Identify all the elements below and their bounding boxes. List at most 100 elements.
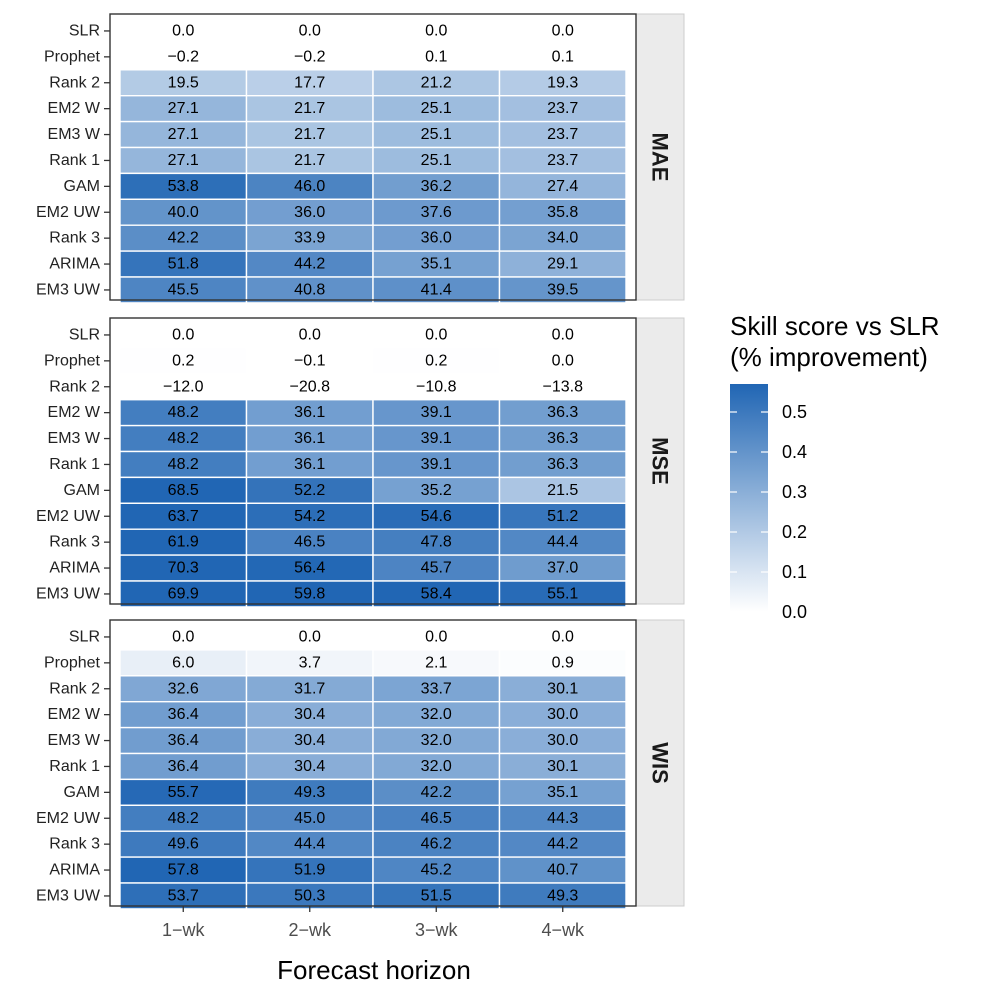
cell-value-label: 50.3 <box>294 887 325 904</box>
y-tick-label: Rank 3 <box>49 836 100 853</box>
heatmap-cell <box>119 778 248 807</box>
heatmap-cell <box>245 856 374 884</box>
heatmap-cell <box>119 198 248 226</box>
y-tick-label: SLR <box>69 326 100 343</box>
cell-value-label: 0.0 <box>299 22 321 39</box>
cell-value-label: 44.2 <box>547 836 578 853</box>
cell-value-label: −0.1 <box>294 352 326 369</box>
heatmap-cell <box>498 399 627 427</box>
legend-ticks: 0.0 0.1 0.2 0.3 0.4 0.5 <box>730 402 807 622</box>
cell-value-label: 30.1 <box>547 680 578 697</box>
cell-value-label: 0.0 <box>425 326 447 343</box>
cell-value-label: 54.2 <box>294 508 325 525</box>
heatmap-cell <box>372 476 501 504</box>
cell-value-label: 0.1 <box>552 48 574 65</box>
y-tick-label: Rank 2 <box>49 74 100 91</box>
cell-value-label: 30.4 <box>294 732 325 749</box>
heatmap-cell <box>372 623 501 651</box>
cell-value-label: 35.1 <box>421 256 452 273</box>
strip-label: MAE <box>648 133 673 182</box>
y-tick-label: SLR <box>69 628 100 645</box>
x-tick-label: 4−wk <box>541 920 585 940</box>
cell-value-label: 36.3 <box>547 404 578 421</box>
cell-value-label: 48.2 <box>168 810 199 827</box>
y-tick-label: GAM <box>64 784 100 801</box>
cell-value-label: 30.4 <box>294 706 325 723</box>
cell-value-label: 32.0 <box>421 706 452 723</box>
cell-value-label: 3.7 <box>299 654 321 671</box>
panel-wis: WIS 0.0 0.0 0.0 0.0 SLR 6.0 3.7 2.1 0.9 Prophet 32.… <box>36 619 685 940</box>
heatmap-cell <box>372 649 501 677</box>
cell-value-label: 19.3 <box>547 74 578 91</box>
heatmap-cell <box>119 752 248 781</box>
heatmap-cell <box>119 424 248 453</box>
heatmap-cell <box>119 554 248 582</box>
cell-value-label: 53.7 <box>168 887 199 904</box>
y-tick-label: GAM <box>64 482 100 499</box>
cell-value-label: 35.8 <box>547 204 578 221</box>
y-tick-label: EM2 W <box>48 100 101 117</box>
cell-value-label: 56.4 <box>294 560 325 577</box>
cell-value-label: 55.7 <box>168 784 199 801</box>
strip-label: MSE <box>648 437 673 485</box>
heatmap-cell <box>119 502 248 530</box>
color-legend: Skill score vs SLR (% improvement) 0.00.… <box>730 311 940 622</box>
x-tick-label: 2−wk <box>288 920 332 940</box>
cell-value-label: 34.0 <box>547 230 578 247</box>
cell-value-label: 27.1 <box>168 100 199 117</box>
strip-box <box>635 13 685 301</box>
cell-value-label: −20.8 <box>290 378 331 395</box>
heatmap-cell <box>372 43 501 71</box>
heatmap-cell <box>119 347 248 375</box>
cell-value-label: 36.4 <box>168 758 199 775</box>
cell-value-label: 58.4 <box>421 585 452 602</box>
legend-tick-label: 0.4 <box>782 442 807 462</box>
cell-value-label: 45.7 <box>421 560 452 577</box>
y-tick-label: Prophet <box>44 48 101 65</box>
heatmap-cell <box>372 502 501 530</box>
heatmap-cell <box>245 580 374 608</box>
y-tick-label: Rank 3 <box>49 230 100 247</box>
cell-value-label: 44.4 <box>547 534 578 551</box>
legend-title-line2: (% improvement) <box>730 342 928 372</box>
heatmap-cell <box>245 649 374 677</box>
cell-value-label: 36.1 <box>294 404 325 421</box>
heatmap-cell <box>119 804 248 832</box>
y-tick-label: Rank 3 <box>49 534 100 551</box>
legend-tick-label: 0.1 <box>782 562 807 582</box>
cell-value-label: 0.9 <box>552 654 574 671</box>
cell-value-label: 21.7 <box>294 126 325 143</box>
cell-value-label: 49.6 <box>168 836 199 853</box>
heatmap-cell <box>372 347 501 375</box>
cell-value-label: 53.8 <box>168 178 199 195</box>
heatmap-cell <box>498 198 627 226</box>
cell-value-label: 0.0 <box>552 352 574 369</box>
y-tick-label: EM2 UW <box>36 204 101 221</box>
cell-value-label: 51.2 <box>547 508 578 525</box>
cell-value-label: 40.0 <box>168 204 199 221</box>
cell-value-label: 0.2 <box>172 352 194 369</box>
panel-mae: MAE 0.0 0.0 0.0 0.0 SLR −0.2 −0.2 0.1 0.1 Prophet 1… <box>36 13 685 304</box>
y-tick-label: EM3 UW <box>36 887 101 904</box>
cell-value-label: 61.9 <box>168 534 199 551</box>
cell-value-label: 32.0 <box>421 758 452 775</box>
cell-value-label: 37.0 <box>547 560 578 577</box>
heatmap-cell <box>498 69 627 97</box>
cell-value-label: 0.0 <box>552 22 574 39</box>
heatmap-cell <box>119 476 248 504</box>
strip-box <box>635 619 685 907</box>
y-tick-label: GAM <box>64 178 100 195</box>
cell-value-label: 0.0 <box>172 628 194 645</box>
heatmap-cell <box>372 276 501 304</box>
cell-value-label: 0.1 <box>425 48 447 65</box>
panel-mse: MSE 0.0 0.0 0.0 0.0 SLR 0.2 −0.1 0.2 0.0 Prophet −1… <box>36 317 685 608</box>
heatmap-cell <box>245 17 374 45</box>
cell-value-label: 45.2 <box>421 862 452 879</box>
cell-value-label: 23.7 <box>547 100 578 117</box>
y-tick-label: EM2 UW <box>36 508 101 525</box>
legend-tick-label: 0.5 <box>782 402 807 422</box>
cell-value-label: 33.7 <box>421 680 452 697</box>
cell-value-label: 36.3 <box>547 456 578 473</box>
heatmap-cell <box>119 17 248 45</box>
cell-value-label: 35.1 <box>547 784 578 801</box>
